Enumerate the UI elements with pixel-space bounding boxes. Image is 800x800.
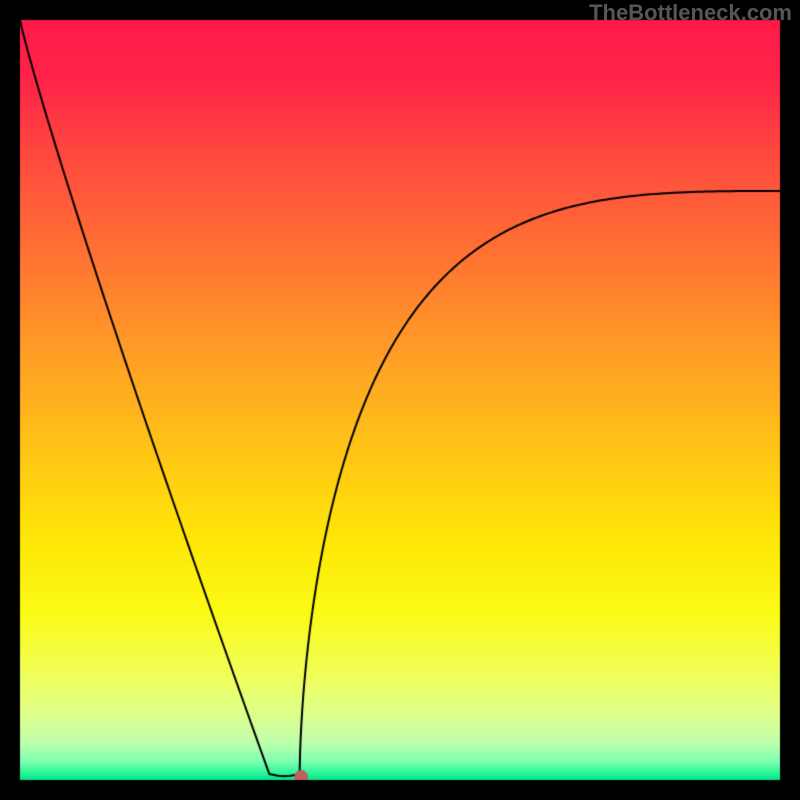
bottleneck-chart-canvas <box>0 0 800 800</box>
chart-container: TheBottleneck.com <box>0 0 800 800</box>
